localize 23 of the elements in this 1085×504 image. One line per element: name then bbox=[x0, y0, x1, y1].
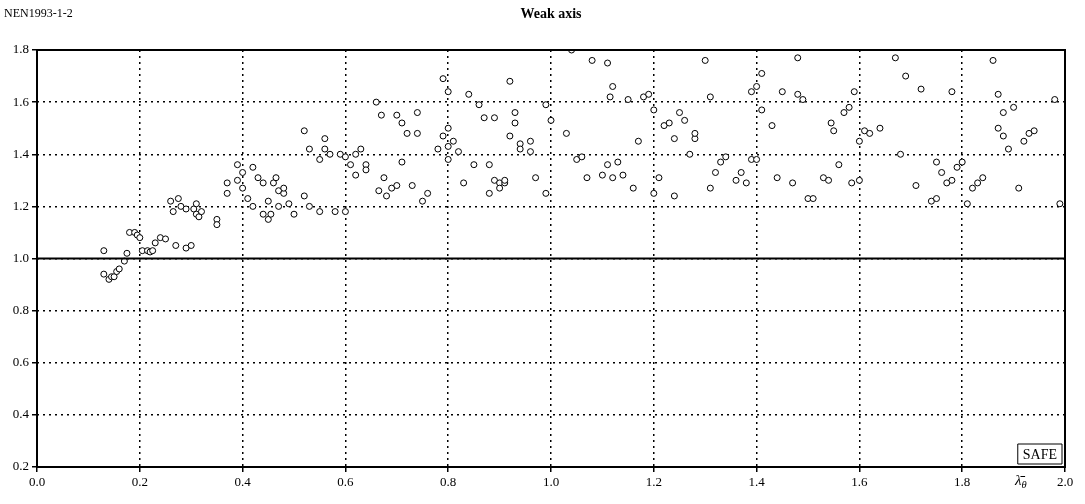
y-tick-label: 1.6 bbox=[12, 93, 30, 109]
x-tick-label: 0.0 bbox=[28, 474, 46, 490]
y-tick-label: 1.0 bbox=[12, 249, 29, 265]
y-tick-label: 0.6 bbox=[12, 354, 30, 370]
x-tick-label: 1.0 bbox=[542, 474, 560, 490]
y-axis-title: NEN1993-1-2 bbox=[4, 6, 73, 21]
x-tick-label: 2.0 bbox=[1056, 474, 1074, 490]
y-tick-label: 1.2 bbox=[12, 197, 29, 213]
y-tick-label: 1.8 bbox=[12, 41, 29, 57]
y-tick-label: 0.4 bbox=[12, 406, 30, 422]
y-tick-label: 0.2 bbox=[12, 458, 29, 474]
x-tick-label: 0.4 bbox=[234, 474, 252, 490]
x-tick-label: 1.2 bbox=[645, 474, 662, 490]
x-tick-label: 1.4 bbox=[748, 474, 766, 490]
x-tick-label: 1.8 bbox=[954, 474, 971, 490]
x-tick-label: 0.8 bbox=[440, 474, 457, 490]
annotation: SAFE bbox=[1022, 446, 1057, 462]
y-tick-label: 0.8 bbox=[12, 302, 29, 318]
x-tick-label: 0.2 bbox=[131, 474, 148, 490]
x-tick-label: 0.6 bbox=[337, 474, 355, 490]
y-tick-label: 1.4 bbox=[12, 145, 30, 161]
chart-title: Weak axis bbox=[520, 5, 583, 21]
x-tick-label: 1.6 bbox=[851, 474, 869, 490]
